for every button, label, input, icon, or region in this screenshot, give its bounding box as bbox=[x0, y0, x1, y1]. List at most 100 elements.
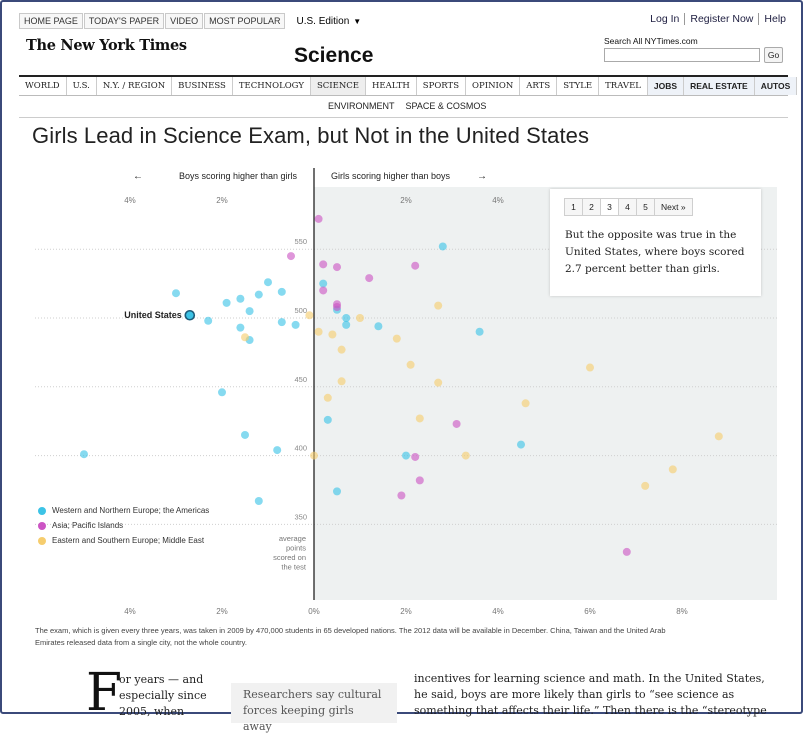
data-point-west bbox=[236, 323, 245, 332]
drop-cap: F bbox=[86, 663, 123, 723]
y-axis-label-line: average bbox=[279, 534, 306, 543]
search-go-button[interactable]: Go bbox=[764, 47, 783, 63]
pull-quote: Researchers say cultural forces keeping … bbox=[231, 683, 397, 733]
x-tick-label-bottom: 6% bbox=[584, 607, 596, 616]
data-point-asia bbox=[397, 491, 406, 500]
data-point-asia bbox=[287, 252, 295, 261]
nav-video[interactable]: VIDEO bbox=[165, 13, 204, 29]
data-point-west bbox=[277, 318, 286, 327]
nyt-logo[interactable]: The New York Times bbox=[26, 37, 187, 54]
data-point-west bbox=[222, 298, 231, 307]
x-tick-label-bottom: 4% bbox=[492, 607, 504, 616]
page-2-button[interactable]: 2 bbox=[582, 198, 600, 216]
x-tick-label-top: 2% bbox=[216, 196, 228, 205]
section-opinion[interactable]: OPINION bbox=[466, 77, 521, 95]
direction-label-boys: Boys scoring higher than girls bbox=[179, 171, 298, 181]
legend-swatch bbox=[38, 536, 46, 545]
section-us[interactable]: U.S. bbox=[67, 77, 97, 95]
data-point-asia bbox=[411, 452, 420, 461]
story-step-panel: 1 2 3 4 5 Next » But the opposite was tr… bbox=[550, 189, 761, 296]
section-ny-region[interactable]: N.Y. / REGION bbox=[97, 77, 173, 95]
x-tick-label-bottom: 8% bbox=[676, 607, 688, 616]
section-style[interactable]: STYLE bbox=[557, 77, 600, 95]
data-point-asia bbox=[314, 214, 323, 223]
section-travel[interactable]: TRAVEL bbox=[599, 77, 648, 95]
y-axis-label-line: points bbox=[286, 544, 306, 553]
next-button[interactable]: Next » bbox=[654, 198, 693, 216]
page-4-button[interactable]: 4 bbox=[618, 198, 636, 216]
section-business[interactable]: BUSINESS bbox=[172, 77, 233, 95]
data-point-east bbox=[434, 301, 443, 310]
data-point-east bbox=[337, 345, 346, 354]
sub-nav: ENVIRONMENT SPACE & COSMOS bbox=[328, 101, 486, 111]
section-arts[interactable]: ARTS bbox=[520, 77, 558, 95]
data-point-asia bbox=[319, 260, 328, 269]
section-title: Science bbox=[294, 44, 374, 67]
data-point-east bbox=[337, 377, 346, 386]
data-point-west bbox=[254, 497, 263, 506]
section-science[interactable]: SCIENCE bbox=[310, 77, 366, 95]
section-health[interactable]: HEALTH bbox=[366, 77, 417, 95]
data-point-east bbox=[668, 465, 677, 474]
nav-most-popular[interactable]: MOST POPULAR bbox=[204, 13, 286, 29]
data-point-united-states bbox=[184, 309, 196, 321]
account-links: Log In Register Now Help bbox=[645, 13, 791, 25]
data-point-west bbox=[245, 307, 254, 316]
arrow-right-icon: → bbox=[477, 171, 487, 182]
section-jobs[interactable]: JOBS bbox=[647, 77, 685, 95]
data-point-east bbox=[641, 481, 650, 490]
step-text: But the opposite was true in the United … bbox=[565, 229, 745, 275]
edition-label: U.S. Edition bbox=[296, 15, 350, 27]
chart-footnote: The exam, which is given every three yea… bbox=[35, 626, 666, 647]
page-1-button[interactable]: 1 bbox=[564, 198, 582, 216]
nav-home-page[interactable]: HOME PAGE bbox=[19, 13, 83, 29]
subsection-environment[interactable]: ENVIRONMENT bbox=[328, 101, 395, 111]
search-label: Search All NYTimes.com bbox=[604, 36, 698, 46]
data-point-east bbox=[586, 363, 594, 372]
help-link[interactable]: Help bbox=[758, 13, 791, 25]
data-point-west bbox=[172, 289, 180, 298]
x-tick-label-top: 4% bbox=[124, 196, 136, 205]
annotation-united-states: United States bbox=[124, 310, 182, 320]
page-5-button[interactable]: 5 bbox=[636, 198, 654, 216]
data-point-east bbox=[415, 414, 424, 423]
x-tick-label-top: 2% bbox=[400, 196, 412, 205]
step-pager: 1 2 3 4 5 Next » bbox=[564, 198, 693, 216]
data-point-east bbox=[241, 333, 249, 342]
data-point-east bbox=[314, 327, 323, 336]
article-column-1: or years — and especially since 2005, wh… bbox=[119, 673, 207, 718]
data-point-east bbox=[310, 451, 318, 460]
top-nav: HOME PAGE TODAY'S PAPER VIDEO MOST POPUL… bbox=[19, 13, 361, 29]
data-point-west bbox=[319, 279, 328, 288]
x-tick-label-bottom: 2% bbox=[216, 607, 228, 616]
nav-todays-paper[interactable]: TODAY'S PAPER bbox=[83, 13, 165, 29]
section-autos[interactable]: AUTOS bbox=[754, 77, 798, 95]
data-point-east bbox=[356, 314, 364, 322]
legend-label: Western and Northern Europe; the America… bbox=[52, 506, 210, 515]
legend-item-asia: Asia; Pacific Islands bbox=[38, 518, 209, 533]
data-point-asia bbox=[411, 261, 420, 270]
login-link[interactable]: Log In bbox=[650, 13, 680, 25]
register-link[interactable]: Register Now bbox=[684, 13, 758, 25]
section-real-estate[interactable]: REAL ESTATE bbox=[684, 77, 755, 95]
data-point-asia bbox=[333, 300, 341, 309]
data-point-west bbox=[333, 487, 341, 496]
data-point-west bbox=[218, 388, 226, 397]
y-tick-label: 450 bbox=[294, 375, 307, 384]
section-technology[interactable]: TECHNOLOGY bbox=[233, 77, 311, 95]
section-sports[interactable]: SPORTS bbox=[417, 77, 467, 95]
subsection-space-cosmos[interactable]: SPACE & COSMOS bbox=[405, 101, 487, 111]
edition-selector[interactable]: U.S. Edition ▼ bbox=[296, 16, 361, 27]
data-point-west bbox=[204, 316, 213, 325]
search-input[interactable] bbox=[604, 48, 760, 62]
chevron-down-icon: ▼ bbox=[353, 16, 362, 26]
y-tick-label: 400 bbox=[294, 444, 307, 453]
data-point-west bbox=[277, 287, 286, 296]
article-column-3: incentives for learning science and math… bbox=[414, 672, 767, 717]
data-point-east bbox=[714, 432, 723, 441]
data-point-west bbox=[236, 294, 245, 303]
page-3-button[interactable]: 3 bbox=[600, 198, 618, 216]
legend-swatch bbox=[38, 506, 46, 515]
section-nav: WORLD U.S. N.Y. / REGION BUSINESS TECHNO… bbox=[19, 75, 798, 96]
section-world[interactable]: WORLD bbox=[19, 77, 67, 95]
